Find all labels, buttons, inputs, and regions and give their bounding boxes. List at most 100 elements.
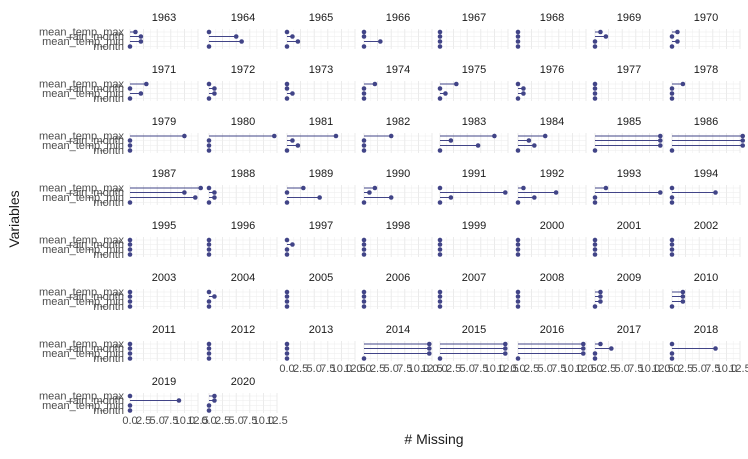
lollipop-point [669, 341, 675, 347]
lollipop-point [367, 190, 372, 195]
facet-panel: 2010 [669, 272, 741, 309]
lollipop-point [592, 304, 598, 309]
facet-title: 1991 [462, 168, 486, 180]
lollipop-point [127, 351, 133, 356]
lollipop-point [437, 356, 443, 361]
lollipop-point [580, 346, 586, 351]
lollipop-point [669, 247, 675, 252]
lollipop-point [592, 252, 598, 257]
lollipop-point [361, 143, 367, 148]
lollipop-point [669, 195, 675, 200]
lollipop-point [521, 86, 526, 91]
lollipop-point [182, 133, 187, 139]
x-tick-label: 5.0 [307, 363, 322, 375]
lollipop-point [378, 39, 383, 44]
lollipop-point [206, 341, 212, 347]
facet-title: 2020 [231, 376, 255, 388]
facet-title: 2016 [540, 324, 564, 336]
lollipop-point [361, 91, 367, 96]
facet-panel: 1991 [437, 168, 509, 205]
facet-title: 2004 [231, 272, 255, 284]
facet-panel: 2008 [515, 272, 587, 309]
lollipop-point [598, 294, 603, 299]
lollipop-point [176, 398, 182, 403]
lollipop-point [598, 299, 603, 304]
y-tick-label: rain_month [69, 239, 124, 251]
facet-panel: 1967 [437, 12, 509, 49]
lollipop-point [372, 185, 378, 191]
lollipop-point [206, 346, 212, 351]
facet-title: 1984 [540, 116, 564, 128]
lollipop-point [532, 195, 537, 200]
lollipop-point [680, 299, 686, 304]
facet-panel: 2009 [592, 272, 664, 309]
lollipop-point [592, 242, 598, 247]
lollipop-point [206, 81, 212, 87]
x-tick-label: 0.0 [279, 363, 294, 375]
lollipop-point [515, 81, 521, 87]
lollipop-point [592, 356, 598, 361]
facet-panel: 1970 [669, 12, 741, 49]
x-tick-label: 12.5 [729, 363, 748, 375]
x-tick-label: 7.5 [320, 363, 335, 375]
x-tick-label: 2.5 [293, 363, 308, 375]
lollipop-point [206, 148, 212, 153]
lollipop-point [669, 242, 675, 247]
facet-title: 1992 [540, 168, 564, 180]
axis-labels: # Missing Variables [6, 190, 464, 447]
lollipop-point [437, 39, 443, 44]
facet-panel: 1995 mean_temp_maxrain_monthmean_temp_min… [39, 220, 199, 261]
lollipop-point [127, 294, 133, 299]
lollipop-point [284, 252, 290, 257]
lollipop-point [437, 29, 443, 35]
x-tick-label: 10.0 [484, 363, 505, 375]
lollipop-point [492, 133, 497, 139]
facet-title: 1979 [152, 116, 176, 128]
lollipop-point [592, 148, 598, 153]
facet-panel: 1996 [206, 220, 278, 257]
lollipop-point [206, 408, 212, 413]
lollipop-point [301, 185, 306, 191]
lollipop-point [669, 91, 675, 96]
facet-title: 2000 [540, 220, 564, 232]
y-tick-label: rain_month [69, 291, 124, 303]
lollipop-point [437, 242, 443, 247]
facet-panel: 2006 [361, 272, 433, 309]
lollipop-point [361, 34, 367, 39]
facet-panel: 2004 [206, 272, 278, 309]
facet-title: 1988 [231, 168, 255, 180]
lollipop-point [426, 346, 432, 351]
facet-panel: 2000 [515, 220, 587, 257]
lollipop-point [437, 294, 443, 299]
lollipop-point [284, 86, 290, 91]
lollipop-point [127, 96, 133, 101]
y-tick-label: mean_temp_max [39, 235, 124, 247]
x-tick-label: 2.5 [136, 415, 151, 427]
lollipop-point [598, 29, 603, 35]
lollipop-point [206, 299, 212, 304]
lollipop-point [138, 39, 144, 44]
x-tick-label: 7.5 [397, 363, 412, 375]
y-tick-label: mean_temp_max [39, 339, 124, 351]
lollipop-point [127, 247, 133, 252]
y-tick-label: month [93, 145, 124, 157]
x-tick-label: 7.5 [551, 363, 566, 375]
lollipop-point [198, 185, 204, 191]
facet-title: 1982 [386, 116, 410, 128]
x-tick-label: 10.0 [408, 363, 429, 375]
lollipop-point [361, 252, 367, 257]
x-tick-label: 7.5 [473, 363, 488, 375]
x-tick-label: 7.5 [242, 415, 257, 427]
lollipop-point [592, 200, 598, 205]
lollipop-point [138, 34, 144, 39]
lollipop-point [515, 356, 521, 361]
lollipop-point [284, 351, 290, 356]
lollipop-point [515, 34, 521, 39]
lollipop-point [284, 304, 290, 309]
y-tick-label: mean_temp_min [42, 348, 124, 360]
y-tick-label: month [93, 301, 124, 313]
lollipop-point [592, 86, 598, 91]
lollipop-point [515, 252, 521, 257]
lollipop-point [361, 237, 367, 243]
facet-title: 1995 [152, 220, 176, 232]
